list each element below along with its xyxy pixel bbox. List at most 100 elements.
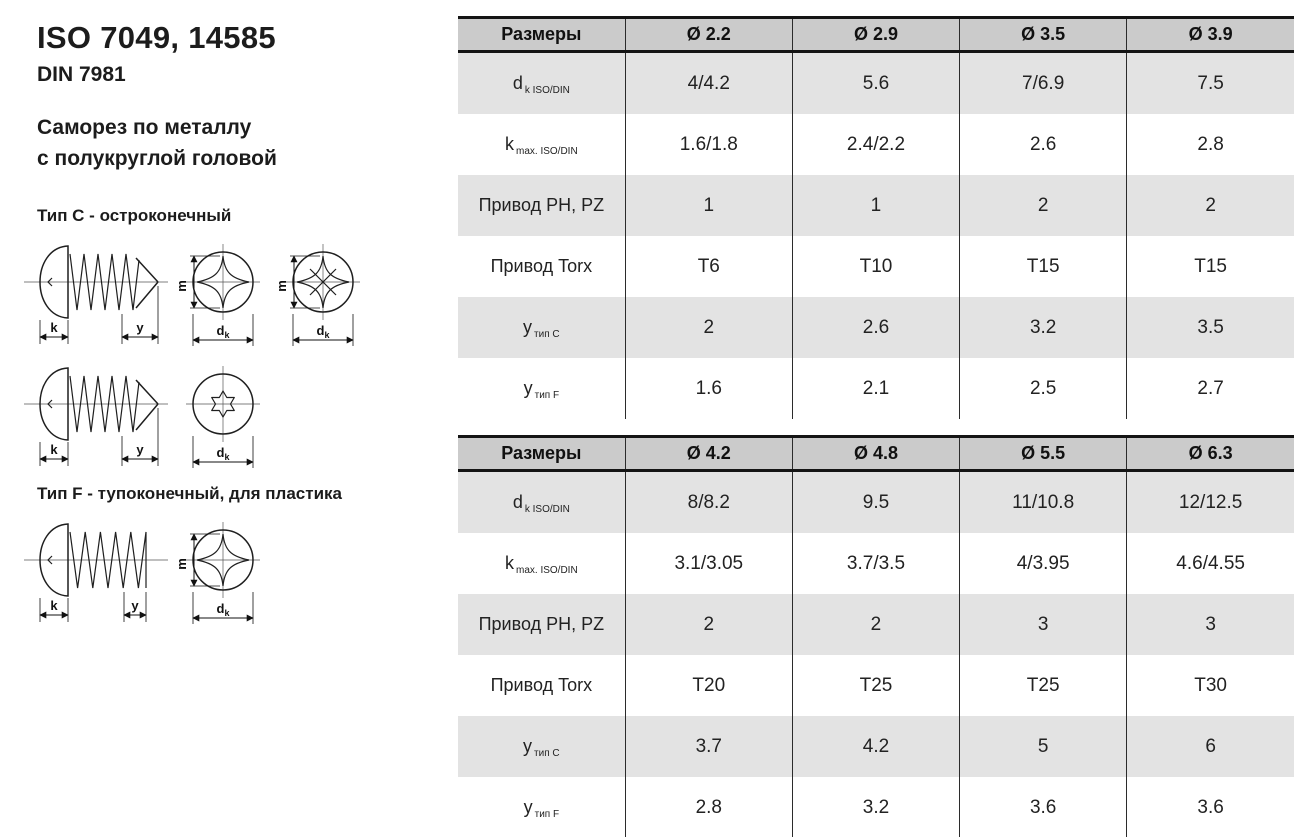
value-cell: 3.2: [791, 777, 960, 837]
value-cell: T20: [624, 655, 793, 716]
dim-label-y: y: [136, 442, 144, 457]
dim-label-dk: d: [217, 323, 225, 338]
value-cell: 3.7: [624, 716, 793, 777]
value-cell: T10: [791, 236, 960, 297]
value-cell: 4.6/4.55: [1126, 533, 1294, 594]
type-f-heading: Тип F - тупоконечный, для пластика: [37, 484, 342, 503]
ph-recess-head-view: m dk: [174, 244, 260, 346]
value-cell: 7.5: [1126, 51, 1294, 114]
row-label-main: Привод Torx: [490, 674, 593, 695]
table-row: у тип F 1.6 2.1 2.5 2.7: [458, 358, 1294, 419]
value-cell: 3: [959, 594, 1127, 655]
row-label: k max. ISO/DIN: [458, 114, 626, 175]
value-cell: 1: [791, 175, 960, 236]
dim-label-k: k: [50, 598, 58, 613]
svg-text:dk: dk: [217, 445, 231, 462]
value-cell: 3.6: [959, 777, 1127, 837]
row-label: у тип F: [458, 777, 626, 837]
row-label: у тип F: [458, 358, 626, 419]
value-cell: T15: [959, 236, 1127, 297]
row-label: у тип C: [458, 297, 626, 358]
dim-label-dk-sub: k: [324, 330, 330, 340]
value-cell: 11/10.8: [959, 470, 1127, 533]
description-line-2: с полукруглой головой: [37, 147, 277, 170]
row-label: Привод Torx: [458, 236, 626, 297]
value-cell: 6: [1126, 716, 1294, 777]
value-cell: 2.5: [959, 358, 1127, 419]
value-cell: T6: [624, 236, 793, 297]
table-row: у тип C 3.7 4.2 5 6: [458, 716, 1294, 777]
value-cell: 2.7: [1126, 358, 1294, 419]
type-c-screw-drawing: k y m dk: [24, 244, 360, 346]
value-cell: 1.6/1.8: [624, 114, 793, 175]
diameter-column-header: Ø 2.9: [791, 16, 960, 53]
value-cell: 2.4/2.2: [791, 114, 960, 175]
value-cell: 3.5: [1126, 297, 1294, 358]
svg-text:dk: dk: [217, 601, 231, 618]
dim-label-m: m: [174, 280, 189, 292]
diameter-column-header: Ø 6.3: [1126, 435, 1294, 472]
diameter-column-header: Ø 4.2: [624, 435, 793, 472]
row-label-subscript: тип F: [534, 808, 560, 820]
table-row: k max. ISO/DIN 3.1/3.05 3.7/3.5 4/3.95 4.6/4.…: [458, 533, 1294, 594]
row-label-main: Привод Torx: [490, 255, 593, 276]
dimensions-table-large-diameters: Размеры Ø 4.2 Ø 4.8 Ø 5.5 Ø 6.3 d k ISO/DIN 8/8…: [458, 435, 1294, 837]
row-label-main: d: [512, 72, 523, 93]
value-cell: 3.7/3.5: [791, 533, 960, 594]
diameter-column-header: Ø 3.9: [1126, 16, 1294, 53]
row-label-subscript: k ISO/DIN: [524, 84, 570, 96]
row-label-main: у: [523, 735, 533, 756]
value-cell: 9.5: [791, 470, 960, 533]
table-row: Привод Torx T20 T25 T25 T30: [458, 655, 1294, 716]
row-label-subscript: k ISO/DIN: [524, 503, 570, 515]
table-row: Привод PH, PZ 2 2 3 3: [458, 594, 1294, 655]
table-row: Привод PH, PZ 1 1 2 2: [458, 175, 1294, 236]
dim-label-y: y: [136, 320, 144, 335]
value-cell: 2: [959, 175, 1127, 236]
dim-label-dk: d: [317, 323, 325, 338]
value-cell: 4/4.2: [624, 51, 793, 114]
dim-label-dk-sub: k: [224, 452, 230, 462]
svg-text:dk: dk: [317, 323, 331, 340]
pz-recess-head-view: m dk: [274, 244, 360, 346]
row-label-subscript: max. ISO/DIN: [516, 564, 578, 576]
dim-label-m: m: [274, 280, 289, 292]
value-cell: 1.6: [624, 358, 793, 419]
dim-label-k: k: [50, 320, 58, 335]
table-row: у тип C 2 2.6 3.2 3.5: [458, 297, 1294, 358]
diameter-column-header: Ø 5.5: [959, 435, 1127, 472]
row-label-subscript: тип C: [534, 747, 560, 759]
value-cell: T30: [1126, 655, 1294, 716]
value-cell: 5.6: [791, 51, 960, 114]
row-label: у тип C: [458, 716, 626, 777]
row-label: Привод PH, PZ: [458, 175, 626, 236]
row-label-subscript: тип F: [534, 389, 560, 401]
value-cell: 2.8: [1126, 114, 1294, 175]
din-standard-label: DIN 7981: [37, 63, 126, 86]
value-cell: 2: [624, 297, 793, 358]
dimensions-table-small-diameters: Размеры Ø 2.2 Ø 2.9 Ø 3.5 Ø 3.9 d k ISO/DIN 4/4…: [458, 16, 1294, 419]
screw-side-view-pointed: k y: [24, 367, 168, 466]
row-label-main: k: [505, 552, 514, 573]
screw-side-view-pointed: k y: [24, 245, 168, 344]
value-cell: 2.1: [791, 358, 960, 419]
value-cell: 4.2: [791, 716, 960, 777]
dim-label-dk: d: [217, 601, 225, 616]
value-cell: T15: [1126, 236, 1294, 297]
diameter-column-header: Ø 3.5: [959, 16, 1127, 53]
dim-label-m: m: [174, 558, 189, 570]
value-cell: 4/3.95: [959, 533, 1127, 594]
dim-label-dk: d: [217, 445, 225, 460]
table-row: у тип F 2.8 3.2 3.6 3.6: [458, 777, 1294, 837]
value-cell: 1: [624, 175, 793, 236]
value-cell: 2.8: [624, 777, 793, 837]
value-cell: 12/12.5: [1126, 470, 1294, 533]
sizes-column-header: Размеры: [458, 435, 626, 472]
value-cell: 2.6: [959, 114, 1127, 175]
row-label-main: k: [505, 133, 514, 154]
value-cell: 2.6: [791, 297, 960, 358]
description-line-1: Саморез по металлу: [37, 116, 252, 139]
value-cell: T25: [959, 655, 1127, 716]
